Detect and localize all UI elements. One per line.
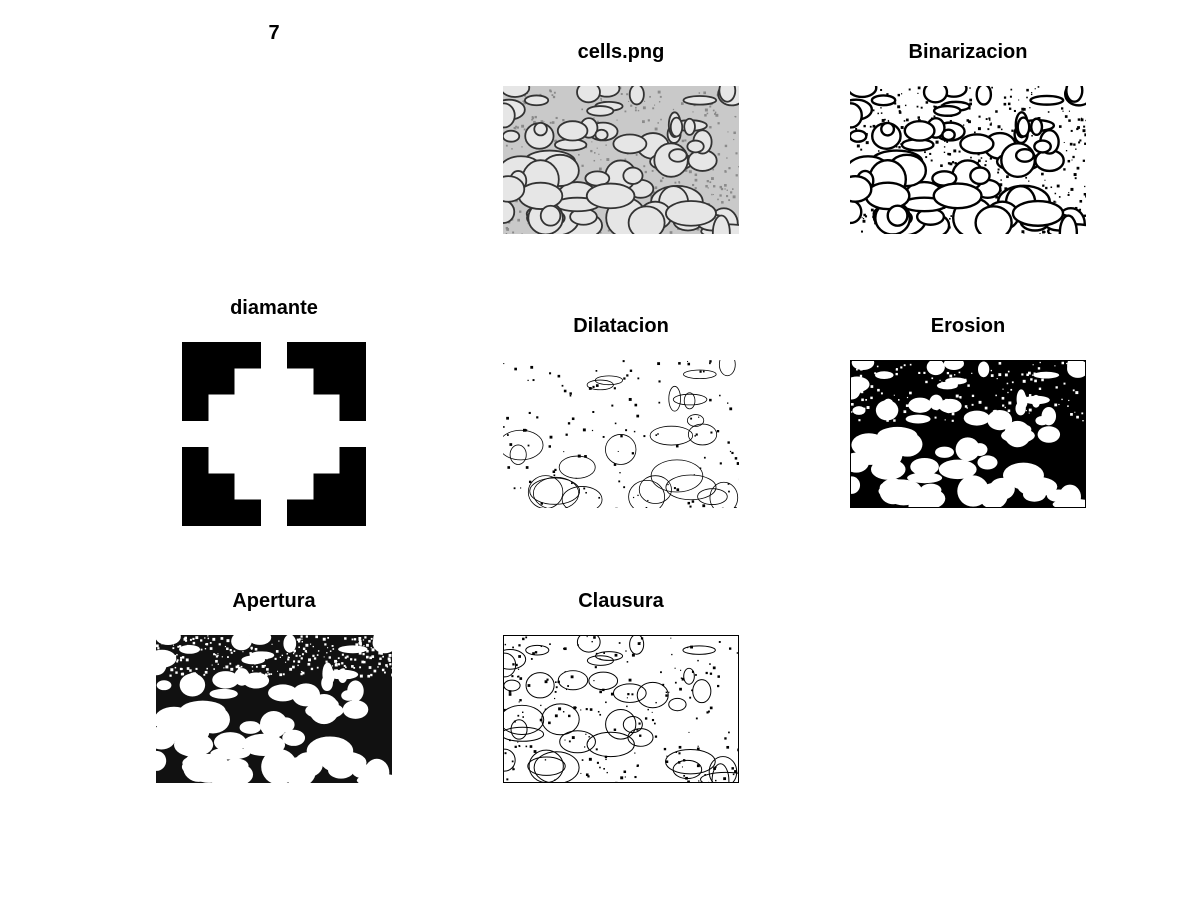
image-erosion [850,360,1086,508]
image-apertura [156,635,392,783]
image-binarizacion [850,86,1086,234]
image-clausura [503,635,739,783]
panel-title-binarizacion: Binarizacion [908,41,1028,63]
image-dilatacion [503,360,739,508]
image-cells-grayscale [503,86,739,234]
panel-title-dilatacion: Dilatacion [573,315,669,337]
image-diamante-structuring-element [182,342,366,526]
panel-title-cells: cells.png [577,41,665,63]
panel-title-diamante: diamante [230,297,318,319]
figure-label: 7 [268,22,280,44]
panel-title-apertura: Apertura [232,590,316,612]
panel-title-clausura: Clausura [578,590,664,612]
panel-title-erosion: Erosion [930,315,1006,337]
